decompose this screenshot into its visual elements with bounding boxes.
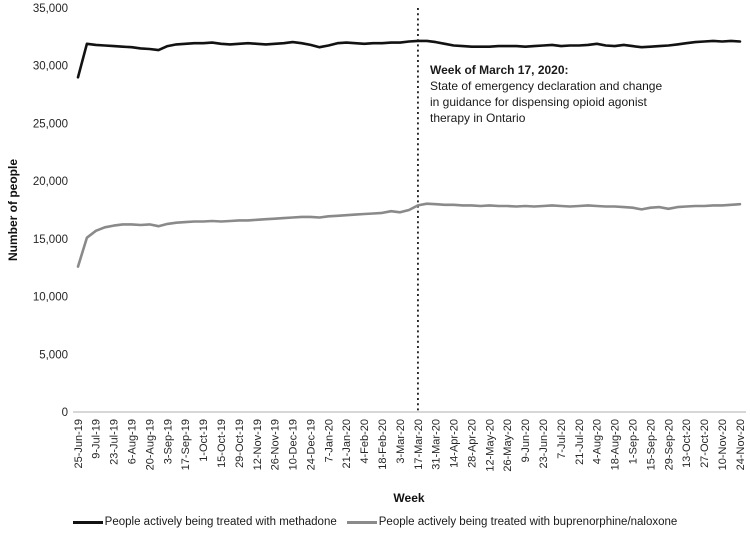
y-axis-title: Number of people — [6, 159, 20, 262]
x-tick-label: 14-Apr-20 — [449, 419, 461, 468]
buprenorphine-line-swatch — [346, 520, 377, 524]
x-axis-title: Week — [393, 491, 425, 505]
x-tick-label: 10-Nov-20 — [717, 419, 729, 470]
x-tick-label: 10-Dec-19 — [288, 419, 300, 470]
x-tick-label: 26-May-20 — [502, 419, 514, 472]
y-tick-label: 10,000 — [33, 292, 68, 304]
methadone-line — [76, 39, 742, 79]
x-tick-label: 27-Oct-20 — [699, 419, 711, 468]
y-tick-label: 15,000 — [33, 234, 68, 246]
chart-legend: People actively being treated with metha… — [0, 516, 750, 528]
x-tick-label: 26-Nov-19 — [270, 419, 282, 470]
x-tick-label: 9-Jun-20 — [520, 419, 532, 462]
legend-item-buprenorphine: People actively being treated with bupre… — [346, 516, 678, 528]
x-tick-label: 25-Jun-19 — [73, 419, 85, 469]
legend-label-methadone: People actively being treated with metha… — [104, 516, 337, 528]
x-tick-label: 1-Oct-19 — [198, 419, 210, 462]
y-tick-label: 30,000 — [33, 61, 68, 73]
y-tick-label: 25,000 — [33, 118, 68, 130]
x-tick-label: 3-Sep-19 — [162, 419, 174, 464]
x-tick-label: 15-Sep-20 — [645, 419, 657, 470]
x-tick-label: 4-Aug-20 — [592, 419, 604, 464]
chart-canvas: 0 5,000 10,000 15,000 20,000 25,000 30,000 35,0… — [33, 3, 747, 472]
event-annotation: Week of March 17, 2020: State of emergen… — [430, 62, 666, 126]
x-tick-label: 7-Jul-20 — [556, 419, 568, 459]
x-tick-label: 6-Aug-19 — [127, 419, 139, 464]
buprenorphine-line — [76, 202, 742, 268]
event-annotation-body: State of emergency declaration and chang… — [430, 79, 663, 125]
x-tick-label: 13-Oct-20 — [681, 419, 693, 468]
x-tick-label: 24-Nov-20 — [735, 419, 747, 470]
x-tick-label: 23-Jun-20 — [538, 419, 550, 469]
x-tick-label: 12-Nov-19 — [252, 419, 264, 470]
y-tick-label: 35,000 — [33, 3, 68, 15]
y-tick-label: 20,000 — [33, 176, 68, 188]
x-tick-label: 4-Feb-20 — [359, 419, 371, 464]
event-annotation-title: Week of March 17, 2020: — [430, 63, 569, 77]
x-tick-label: 1-Sep-20 — [627, 419, 639, 464]
x-tick-label: 12-May-20 — [484, 419, 496, 472]
legend-item-methadone: People actively being treated with metha… — [72, 516, 337, 528]
y-tick-label: 5,000 — [39, 349, 68, 361]
x-tick-label: 23-Jul-19 — [109, 419, 121, 465]
x-tick-label: 28-Apr-20 — [466, 419, 478, 468]
x-tick-label: 15-Oct-19 — [216, 419, 228, 468]
x-tick-label: 7-Jan-20 — [323, 419, 335, 462]
x-tick-label: 21-Jan-20 — [341, 419, 353, 469]
x-tick-label: 18-Feb-20 — [377, 419, 389, 470]
x-tick-label: 31-Mar-20 — [431, 419, 443, 470]
x-tick-label: 3-Mar-20 — [395, 419, 407, 464]
methadone-line-swatch — [72, 520, 103, 524]
x-tick-label: 17-Sep-19 — [180, 419, 192, 470]
y-tick-label: 0 — [62, 407, 68, 419]
x-tick-label: 29-Sep-20 — [663, 419, 675, 470]
x-tick-label: 17-Mar-20 — [413, 419, 425, 470]
x-tick-label: 20-Aug-19 — [144, 419, 156, 470]
x-tick-label: 24-Dec-19 — [305, 419, 317, 470]
legend-label-buprenorphine: People actively being treated with bupre… — [378, 516, 678, 528]
x-tick-label: 21-Jul-20 — [574, 419, 586, 465]
x-tick-label: 9-Jul-19 — [91, 419, 103, 459]
x-tick-label: 18-Aug-20 — [610, 419, 622, 470]
x-tick-label: 29-Oct-19 — [234, 419, 246, 468]
